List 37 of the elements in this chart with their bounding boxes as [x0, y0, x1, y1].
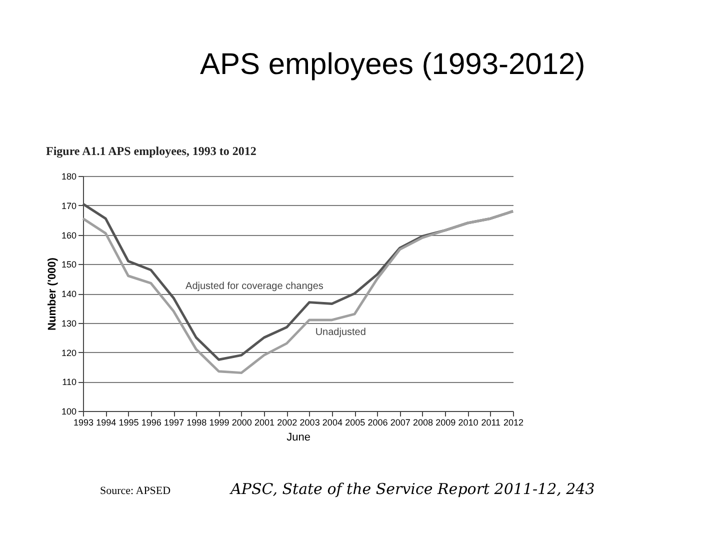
x-tick-label: 1994	[96, 418, 116, 428]
text: APSC, State of the Service Report 2011-12, 243	[230, 480, 595, 498]
x-tick-label: 1996	[141, 418, 162, 428]
y-tick-label: 160	[61, 230, 76, 240]
x-tick-label: 2011	[481, 418, 501, 428]
chart-subtitle: Figure A1.1 APS employees, 1993 to 2012	[46, 144, 256, 158]
y-tick-label: 120	[61, 348, 76, 358]
y-tick-label: 110	[62, 377, 76, 388]
x-tick-label: 1993	[73, 418, 94, 428]
y-tick-label: 100	[61, 406, 76, 416]
x-tick-label: 1999	[209, 418, 230, 428]
x-tick-label: 2008	[412, 418, 433, 428]
x-tick-label: 2004	[322, 418, 342, 428]
y-axis-title: Number ('000)	[46, 257, 58, 330]
source-note: Source: APSED	[100, 485, 171, 497]
x-tick-label: 2006	[368, 418, 388, 428]
chart-title: APS employees (1993-2012)	[200, 48, 586, 82]
y-tick-label: 130	[61, 318, 76, 328]
x-tick-label: 2005	[345, 418, 366, 428]
series-label: Unadjusted	[315, 326, 366, 338]
x-tick-label: 2001	[254, 418, 275, 428]
x-tick-label: 2002	[277, 418, 298, 428]
y-tick-label: 170	[61, 200, 76, 211]
x-tick-label: 2000	[232, 418, 252, 428]
x-axis-title: June	[286, 432, 310, 444]
y-tick-label: 180	[61, 172, 76, 182]
x-tick-label: 2010	[458, 418, 478, 428]
y-tick-label: 150	[61, 260, 76, 270]
x-tick-label: 2003	[300, 418, 320, 428]
series-label: Adjusted for coverage changes	[186, 280, 324, 292]
x-tick-label: 1997	[164, 418, 184, 428]
x-tick-label: 2009	[436, 418, 456, 428]
x-tick-label: 1995	[118, 418, 139, 428]
x-tick-label: 2012	[503, 418, 524, 428]
x-tick-label: 1998	[186, 418, 207, 428]
x-tick-label: 2007	[390, 418, 410, 428]
y-tick-label: 140	[61, 289, 76, 299]
